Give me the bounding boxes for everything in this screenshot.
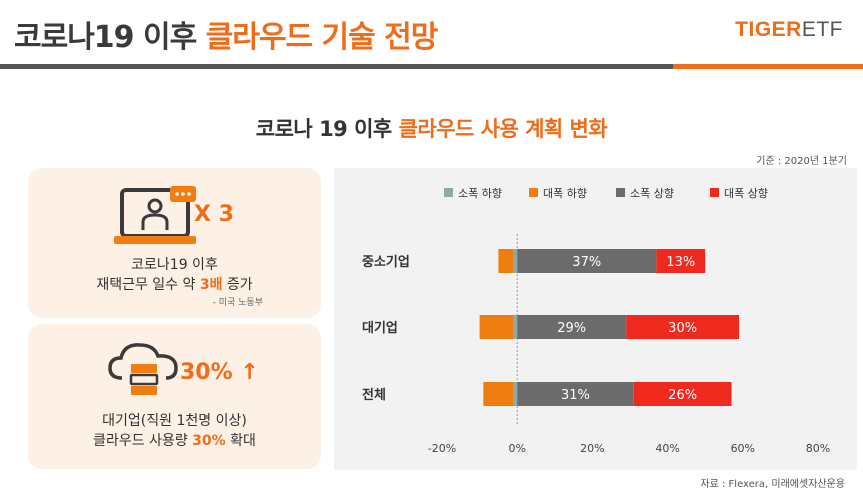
stat-card-cloud-usage: 30% ↑ 대기업(직원 1천명 이상) 클라우드 사용량 30% 확대 <box>28 324 321 469</box>
legend-swatch <box>444 188 453 197</box>
section-title-accent: 클라우드 사용 계획 변화 <box>398 117 608 141</box>
data-label: 37% <box>572 255 601 270</box>
legend-swatch <box>529 188 538 197</box>
legend-swatch <box>616 188 625 197</box>
category-label: 대기업 <box>362 321 398 336</box>
x-tick-label: 60% <box>731 442 755 455</box>
cloud-usage-line-2-text: 클라우드 사용량 <box>93 433 193 449</box>
chart-section-title: 코로나 19 이후 클라우드 사용 계획 변화 <box>0 113 863 143</box>
page-title-accent: 클라우드 기술 전망 <box>205 20 439 55</box>
data-label: 26% <box>668 388 697 403</box>
remote-work-highlight: 3배 <box>199 277 223 293</box>
data-label: 13% <box>666 255 695 270</box>
category-label: 전체 <box>362 387 386 403</box>
remote-work-multiplier: X 3 <box>194 202 234 227</box>
bar-segment <box>513 382 518 406</box>
remote-work-line-2-text: 재택근무 일수 약 <box>96 277 200 293</box>
x-tick-label: 80% <box>806 442 830 455</box>
section-title-main: 코로나 19 이후 <box>255 117 399 141</box>
footer-source: 자료 : Flexera, 미래에셋자산운용 <box>700 479 845 490</box>
remote-work-source: - 미국 노동부 <box>212 298 263 308</box>
cloud-usage-highlight: 30% <box>192 433 226 449</box>
bar-segment <box>517 249 657 273</box>
legend-label: 대폭 상향 <box>724 187 768 200</box>
logo-tiger-text: TIGER <box>735 18 802 41</box>
remote-work-monitor-icon <box>114 186 196 244</box>
cloud-usage-line-2: 클라우드 사용량 30% 확대 <box>28 430 321 450</box>
bar-segment <box>633 382 732 406</box>
remote-work-line-2: 재택근무 일수 약 3배 증가 <box>28 274 321 294</box>
legend-label: 소폭 하향 <box>458 186 502 200</box>
category-label: 중소기업 <box>362 255 410 270</box>
bar-segment <box>498 249 514 273</box>
cloud-usage-growth: 30% ↑ <box>180 360 259 385</box>
remote-work-line-2-suffix: 증가 <box>222 277 253 293</box>
x-tick-label: 40% <box>655 442 679 455</box>
logo-etf-text: ETF <box>801 18 843 41</box>
bar-segment <box>513 249 518 273</box>
legend-swatch <box>710 188 719 197</box>
basis-date-note: 기준 : 2020년 1분기 <box>756 156 847 167</box>
x-tick-label: -20% <box>428 442 456 455</box>
x-tick-label: 0% <box>508 442 525 455</box>
page-title: 코로나19 이후 클라우드 기술 전망 <box>14 12 439 56</box>
bar-segment <box>513 315 518 339</box>
bar-segment <box>626 315 740 339</box>
cloud-usage-line-2-suffix: 확대 <box>225 433 256 449</box>
brand-logo: TIGERETF <box>735 18 843 42</box>
legend-label: 대폭 하향 <box>543 186 587 200</box>
bar-segment <box>517 382 634 406</box>
data-label: 30% <box>668 321 697 336</box>
cloud-server-icon <box>108 343 178 395</box>
bar-segment <box>483 382 514 406</box>
header-divider <box>0 64 863 69</box>
x-tick-label: 20% <box>580 442 604 455</box>
bar-segment <box>517 315 627 339</box>
legend-label: 소폭 상향 <box>630 187 674 200</box>
bar-segment <box>479 315 514 339</box>
remote-work-line-1: 코로나19 이후 <box>131 257 218 273</box>
data-label: 31% <box>561 388 590 403</box>
page-title-main: 코로나19 이후 <box>14 20 206 55</box>
cloud-usage-line-1: 대기업(직원 1천명 이상) <box>102 413 247 429</box>
data-label: 29% <box>557 321 586 336</box>
stat-card-remote-work: X 3 코로나19 이후 재택근무 일수 약 3배 증가 - 미국 노동부 <box>28 168 321 318</box>
bar-segment <box>656 249 706 273</box>
